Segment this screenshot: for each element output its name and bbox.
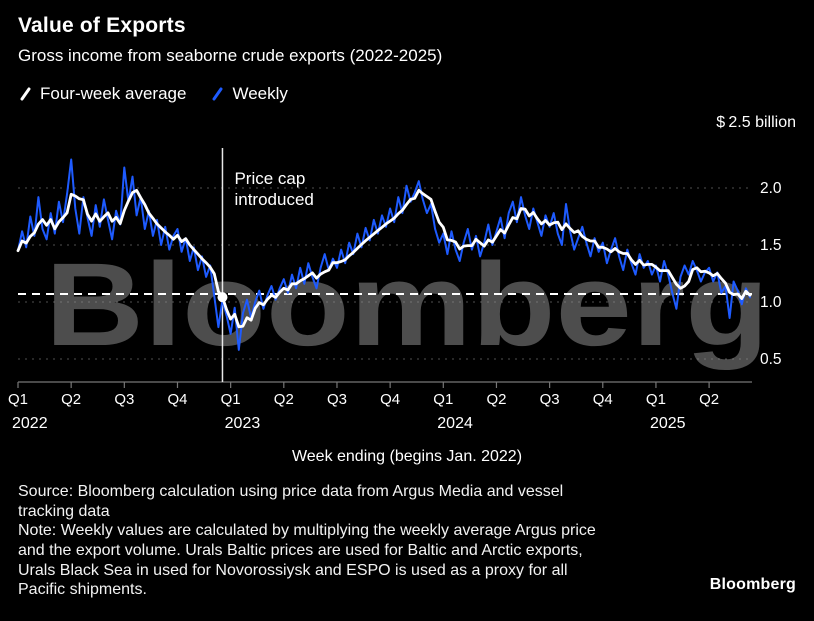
svg-text:2022: 2022 xyxy=(12,415,48,432)
svg-text:Q1: Q1 xyxy=(221,391,241,408)
svg-text:Q4: Q4 xyxy=(167,391,187,408)
svg-text:Q1: Q1 xyxy=(8,391,28,408)
chart-title: Value of Exports xyxy=(18,14,186,37)
svg-text:2024: 2024 xyxy=(437,415,473,432)
svg-text:Price cap: Price cap xyxy=(234,169,305,188)
svg-text:Q4: Q4 xyxy=(380,391,400,408)
chart-canvas: 2.0 1.5 1.0 0.5 Q1 Q2 Q3 Q4 Q1 Q2 Q3 Q4 Q1 Q2 Q3 Q4 Q1 Q2… xyxy=(8,148,782,432)
note-text: Note: Weekly values are calculated by mu… xyxy=(18,522,596,599)
x-axis-title: Week ending (begins Jan. 2022) xyxy=(291,448,523,465)
legend-item-four-week-average: Four-week average xyxy=(18,84,186,104)
bloomberg-logo: Bloomberg xyxy=(709,576,796,593)
white-line-swatch-icon xyxy=(20,87,31,101)
svg-text:Q2: Q2 xyxy=(274,391,294,408)
svg-text:1.5: 1.5 xyxy=(760,237,782,254)
source-text: Source: Bloomberg calculation using pric… xyxy=(18,483,564,520)
svg-text:Q2: Q2 xyxy=(699,391,719,408)
legend-item-weekly: Weekly xyxy=(210,84,288,104)
svg-text:Bloomberg: Bloomberg xyxy=(45,239,769,371)
legend-label-weekly: Weekly xyxy=(232,84,288,103)
svg-text:Q4: Q4 xyxy=(593,391,613,408)
legend-label-four-week-average: Four-week average xyxy=(40,84,187,103)
svg-text:1.0: 1.0 xyxy=(760,294,782,311)
blue-line-swatch-icon xyxy=(212,87,223,101)
y-axis-top-label: $ 2.5 billion xyxy=(716,114,796,131)
svg-text:Q2: Q2 xyxy=(486,391,506,408)
chart-subtitle: Gross income from seaborne crude exports… xyxy=(18,46,443,65)
svg-text:2023: 2023 xyxy=(225,415,261,432)
svg-text:2025: 2025 xyxy=(650,415,686,432)
svg-text:2.0: 2.0 xyxy=(760,180,782,197)
svg-text:Q3: Q3 xyxy=(114,391,134,408)
svg-text:Q3: Q3 xyxy=(327,391,347,408)
svg-text:Q3: Q3 xyxy=(540,391,560,408)
svg-text:0.5: 0.5 xyxy=(760,351,782,368)
svg-text:Q1: Q1 xyxy=(433,391,453,408)
svg-text:introduced: introduced xyxy=(234,190,313,209)
source-note: Source: Bloomberg calculation using pric… xyxy=(18,482,604,600)
legend: Four-week average Weekly xyxy=(18,84,288,104)
svg-text:Q2: Q2 xyxy=(61,391,81,408)
svg-text:Q1: Q1 xyxy=(646,391,666,408)
